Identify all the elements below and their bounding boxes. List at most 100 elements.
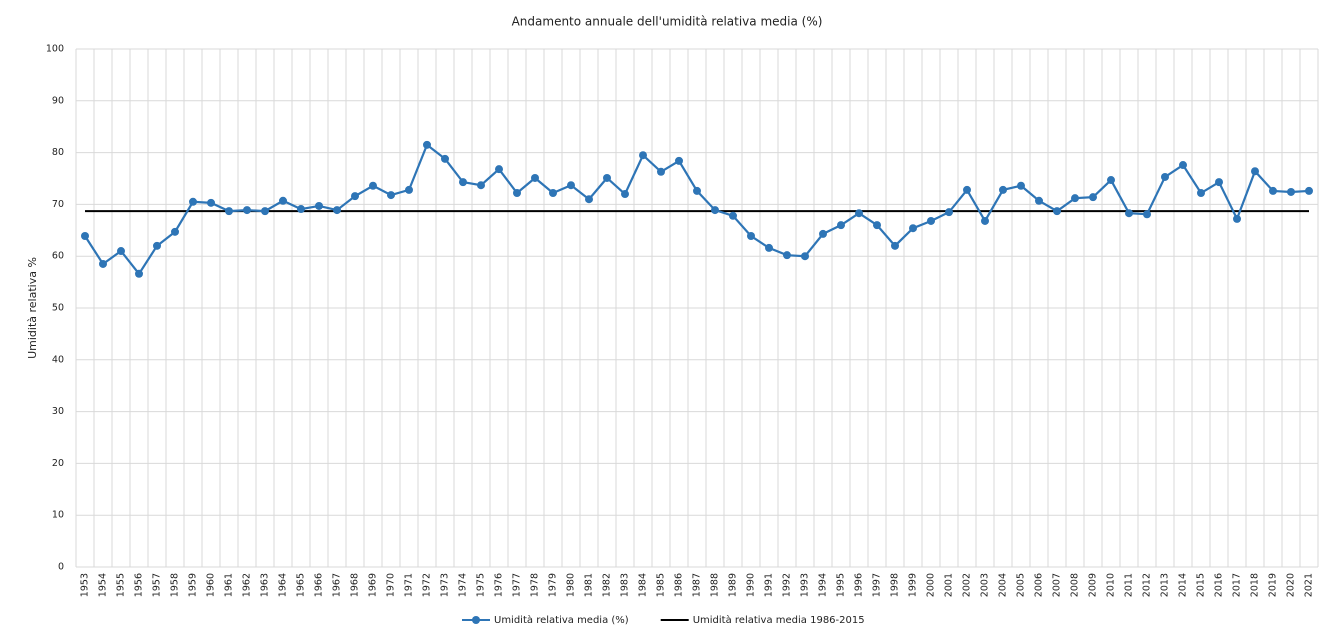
x-tick-label: 1968 xyxy=(350,573,361,597)
x-tick-label: 2017 xyxy=(1232,573,1243,597)
data-point xyxy=(945,208,953,217)
data-point xyxy=(207,198,215,207)
x-tick-label: 2019 xyxy=(1268,573,1279,597)
data-point xyxy=(747,231,755,240)
x-tick-label: 1990 xyxy=(746,573,757,597)
data-point xyxy=(423,140,431,149)
x-tick-label: 1988 xyxy=(710,573,721,597)
data-point xyxy=(963,185,971,194)
data-point xyxy=(1107,176,1115,185)
y-tick-label: 60 xyxy=(52,251,64,262)
data-point xyxy=(1071,194,1079,203)
legend-label: Umidità relativa media 1986-2015 xyxy=(693,614,865,626)
data-point xyxy=(243,206,251,215)
data-point xyxy=(1251,167,1259,176)
x-tick-label: 1970 xyxy=(386,573,397,597)
x-tick-label: 1960 xyxy=(206,573,217,597)
x-tick-label: 1989 xyxy=(728,573,739,597)
data-point xyxy=(333,206,341,215)
data-point xyxy=(981,216,989,225)
data-point xyxy=(1089,193,1097,202)
y-tick-label: 80 xyxy=(52,147,64,158)
x-tick-label: 2009 xyxy=(1088,573,1099,597)
data-point xyxy=(1161,172,1169,181)
x-tick-label: 1965 xyxy=(296,573,307,597)
data-point xyxy=(513,189,521,198)
data-point xyxy=(225,207,233,216)
x-tick-label: 1963 xyxy=(260,573,271,597)
data-point xyxy=(351,192,359,201)
x-tick-label: 1992 xyxy=(782,573,793,597)
data-point xyxy=(459,178,467,187)
data-point xyxy=(639,151,647,160)
x-tick-label: 2013 xyxy=(1160,573,1171,597)
legend-marker xyxy=(472,616,480,624)
x-tick-label: 1994 xyxy=(818,573,829,597)
data-point xyxy=(675,156,683,165)
x-tick-label: 1981 xyxy=(584,573,595,597)
y-tick-label: 20 xyxy=(52,458,64,469)
data-point xyxy=(1305,186,1313,195)
data-point xyxy=(657,167,665,176)
data-point xyxy=(1179,161,1187,170)
y-tick-label: 40 xyxy=(52,354,64,365)
x-tick-label: 1982 xyxy=(602,573,613,597)
data-point xyxy=(711,206,719,215)
x-tick-label: 1978 xyxy=(530,573,541,597)
x-tick-label: 2021 xyxy=(1304,573,1315,597)
data-point xyxy=(495,165,503,174)
data-point xyxy=(1215,178,1223,187)
x-tick-label: 1998 xyxy=(890,573,901,597)
y-tick-label: 90 xyxy=(52,95,64,106)
data-point xyxy=(891,241,899,250)
data-point xyxy=(315,201,323,210)
x-tick-label: 2004 xyxy=(998,573,1009,597)
data-point xyxy=(873,221,881,230)
data-point xyxy=(405,185,413,194)
data-point xyxy=(549,189,557,198)
data-point xyxy=(387,191,395,200)
x-tick-label: 2010 xyxy=(1106,573,1117,597)
data-point xyxy=(819,229,827,238)
data-point xyxy=(927,216,935,225)
data-point xyxy=(189,197,197,206)
data-point xyxy=(531,173,539,182)
x-tick-label: 1957 xyxy=(152,573,163,597)
x-tick-label: 1984 xyxy=(638,573,649,597)
data-point xyxy=(585,195,593,204)
x-tick-label: 1964 xyxy=(278,573,289,597)
x-tick-label: 2003 xyxy=(980,573,991,597)
x-tick-label: 2014 xyxy=(1178,573,1189,597)
data-point xyxy=(297,205,305,214)
data-point xyxy=(765,243,773,252)
data-point xyxy=(1269,186,1277,195)
y-axis-label: Umidità relativa % xyxy=(26,257,39,359)
x-tick-label: 1986 xyxy=(674,573,685,597)
x-tick-label: 1993 xyxy=(800,573,811,597)
x-tick-label: 2008 xyxy=(1070,573,1081,597)
x-tick-label: 1961 xyxy=(224,573,235,597)
x-tick-label: 1953 xyxy=(80,573,91,597)
chart-title: Andamento annuale dell'umidità relativa … xyxy=(512,15,823,29)
x-tick-label: 1983 xyxy=(620,573,631,597)
x-tick-label: 1999 xyxy=(908,573,919,597)
x-tick-label: 1995 xyxy=(836,573,847,597)
data-point xyxy=(603,173,611,182)
x-tick-label: 1972 xyxy=(422,573,433,597)
x-tick-label: 1997 xyxy=(872,573,883,597)
data-point xyxy=(1035,196,1043,205)
x-tick-label: 2007 xyxy=(1052,573,1063,597)
x-tick-label: 1991 xyxy=(764,573,775,597)
x-tick-label: 2020 xyxy=(1286,573,1297,597)
data-point xyxy=(279,196,287,205)
x-tick-label: 2012 xyxy=(1142,573,1153,597)
x-tick-label: 2016 xyxy=(1214,573,1225,597)
x-tick-label: 1958 xyxy=(170,573,181,597)
x-tick-label: 1955 xyxy=(116,573,127,597)
y-tick-label: 30 xyxy=(52,406,64,417)
x-tick-label: 2002 xyxy=(962,573,973,597)
x-tick-label: 2015 xyxy=(1196,573,1207,597)
x-tick-label: 1966 xyxy=(314,573,325,597)
data-point xyxy=(261,207,269,216)
